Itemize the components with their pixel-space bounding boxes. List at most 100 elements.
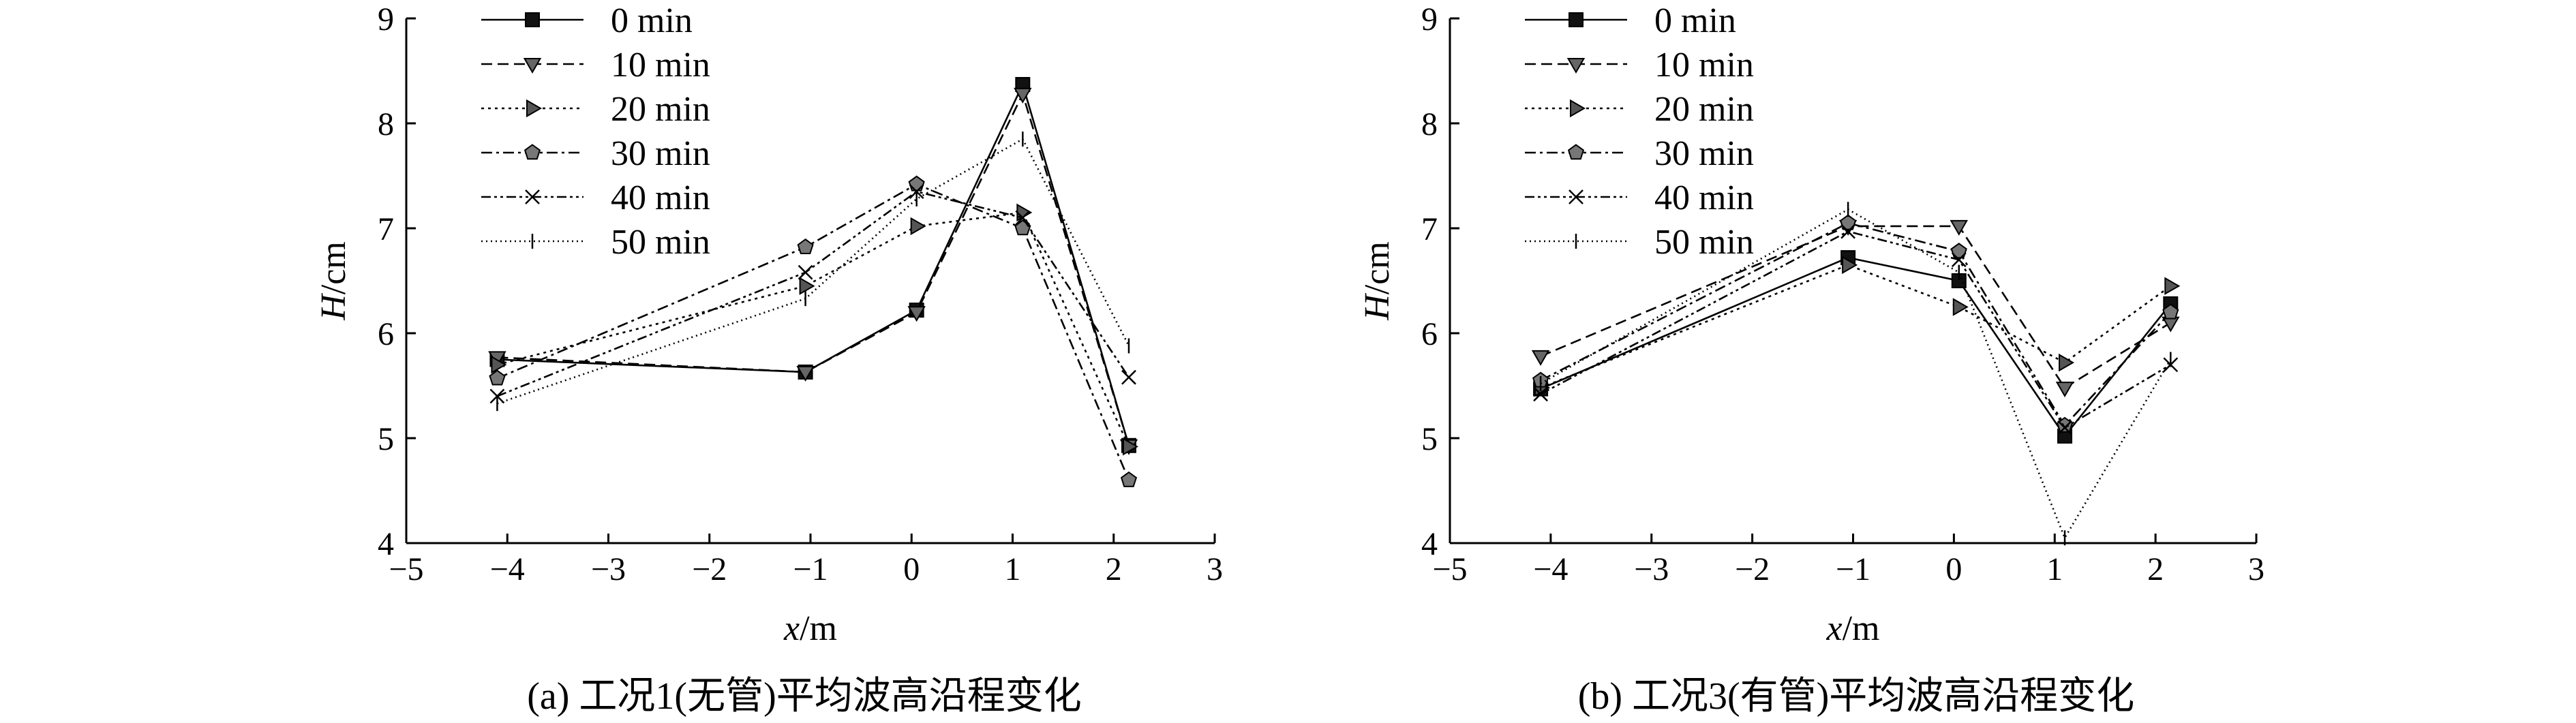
legend-label: 40 min: [611, 179, 710, 217]
legend-label: 40 min: [1654, 179, 1754, 217]
chart-panel-b: −5 −4 −3 −2 −1 0 1 2 3 4 5 6 7 8 9 x/m H/cm 0 min 10 min 20…: [1358, 1, 2264, 718]
series-30-min: [1532, 214, 2179, 433]
x-tick-label: 3: [1207, 551, 1223, 587]
series-line: [496, 190, 1130, 397]
data-point: [1531, 350, 1550, 366]
data-point: [1950, 243, 1967, 259]
series-20-min: [491, 203, 1138, 456]
x-axis-label: x/m: [783, 609, 837, 648]
data-point: [489, 369, 506, 386]
y-tick-label: 7: [1421, 211, 1438, 247]
data-point: [1842, 256, 1858, 275]
y-tick-label: 7: [378, 211, 394, 247]
legend-item: 10 min: [481, 46, 710, 84]
data-point: [1121, 369, 1136, 385]
data-point: [1533, 386, 1548, 402]
series-line: [1540, 225, 2171, 389]
series-line: [497, 91, 1130, 446]
legend-label: 20 min: [611, 90, 710, 129]
x-tick-label: −1: [793, 551, 828, 587]
figure-caption: (a) 工况1(无管)平均波高沿程变化: [527, 675, 1081, 718]
legend-marker: [526, 99, 543, 118]
x-tick-label: 0: [903, 551, 920, 587]
data-point: [2164, 277, 2181, 295]
data-point: [910, 217, 926, 236]
x-tick-label: 3: [2248, 551, 2264, 587]
x-tick-label: 1: [1005, 551, 1021, 587]
legend-label: 0 min: [1654, 1, 1736, 40]
chart-panel-a: −5 −4 −3 −2 −1 0 1 2 3 4 5 6 7 8 9 x/m H/cm 0 min 10 min 20…: [314, 1, 1223, 718]
legend-item: 10 min: [1525, 46, 1754, 84]
data-point: [798, 264, 813, 280]
legend-item: 0 min: [1525, 1, 1736, 40]
legend-label: 30 min: [611, 134, 710, 173]
data-point: [491, 355, 507, 374]
x-axis-label: x/m: [1826, 609, 1880, 648]
data-point: [2057, 420, 2072, 435]
legend-item: 50 min: [1525, 223, 1754, 262]
data-point: [907, 306, 926, 322]
x-tick-label: 2: [2147, 551, 2164, 587]
x-tick-label: 0: [1945, 551, 1962, 587]
y-tick-label: 4: [378, 526, 394, 562]
y-tick-label: 5: [378, 421, 394, 457]
y-tick-label: 6: [1421, 316, 1438, 352]
y-tick-label: 5: [1421, 421, 1438, 457]
legend-item: 20 min: [481, 90, 710, 129]
series-line: [1540, 256, 2172, 438]
legend-item: 50 min: [481, 223, 710, 262]
data-point: [796, 365, 815, 382]
legend-label: 50 min: [611, 223, 710, 262]
x-tick-label: −1: [1836, 551, 1870, 587]
series-line: [497, 82, 1130, 446]
x-tick-label: −5: [389, 551, 423, 587]
series-line: [497, 211, 1130, 447]
legend-item: 40 min: [481, 179, 710, 217]
y-tick-label: 9: [378, 1, 394, 37]
legend-label: 50 min: [1654, 223, 1754, 262]
data-point: [1840, 224, 1855, 239]
legend-marker: [1567, 144, 1585, 160]
legend-marker: [1566, 58, 1586, 74]
legend-marker: [1569, 12, 1584, 27]
y-tick-label: 4: [1421, 526, 1438, 562]
series-line: [496, 183, 1130, 481]
legend-item: 30 min: [1525, 134, 1754, 173]
data-point: [1122, 437, 1138, 456]
data-point: [1952, 298, 1969, 316]
legend-marker: [525, 12, 540, 27]
data-point: [2162, 303, 2179, 320]
series-line: [1540, 221, 2172, 427]
legend-label: 10 min: [611, 46, 710, 84]
data-point: [1950, 219, 1968, 236]
x-tick-label: −3: [591, 551, 626, 587]
series-40-min: [489, 184, 1136, 404]
series-20-min: [1534, 256, 2181, 397]
data-point: [797, 238, 814, 254]
legend-marker: [523, 58, 542, 74]
data-point: [1951, 252, 1967, 268]
data-point: [1120, 471, 1138, 487]
series-line: [1540, 208, 2172, 540]
series-50-min: [1539, 202, 2172, 546]
x-tick-label: −5: [1432, 551, 1467, 587]
legend-item: 30 min: [481, 134, 710, 173]
data-point: [799, 277, 815, 295]
series-50-min: [496, 132, 1130, 412]
legend-marker: [1569, 189, 1584, 204]
y-axis-label: H/cm: [1358, 241, 1397, 321]
x-tick-label: −3: [1634, 551, 1669, 587]
legend: 0 min 10 min 20 min 30 min 40 min 50 min: [1525, 1, 1754, 262]
data-point: [1014, 87, 1032, 104]
legend-label: 30 min: [1654, 134, 1754, 173]
data-point: [1015, 210, 1031, 226]
x-tick-label: −4: [490, 551, 525, 587]
data-point: [1840, 214, 1857, 230]
legend-label: 20 min: [1654, 90, 1754, 129]
series-line: [1540, 264, 2172, 389]
legend-item: 0 min: [481, 1, 693, 40]
series-30-min: [489, 175, 1138, 487]
legend-marker: [525, 189, 540, 204]
y-tick-label: 6: [378, 316, 394, 352]
